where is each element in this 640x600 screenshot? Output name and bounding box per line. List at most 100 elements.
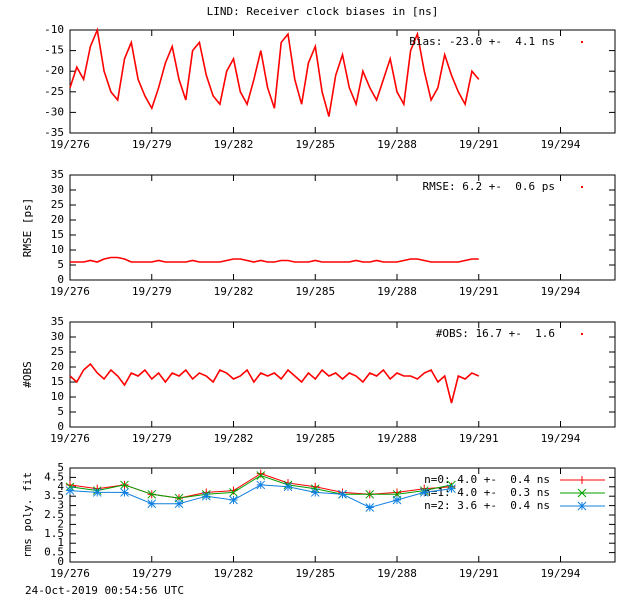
x-tick-label: 19/291 (459, 432, 499, 445)
y-tick-label: -10 (44, 23, 64, 36)
x-tick-label: 19/276 (50, 138, 90, 151)
y-tick-label: 25 (51, 198, 64, 211)
point-marker (229, 495, 238, 505)
y-tick-label: 30 (51, 183, 64, 196)
y-axis-label: rms poly. fit (21, 472, 34, 558)
y-tick-label: 10 (51, 390, 64, 403)
point-marker (578, 476, 586, 484)
legend-swatch (581, 333, 583, 335)
y-tick-label: 35 (51, 315, 64, 328)
x-tick-label: 19/288 (377, 138, 417, 151)
x-tick-label: 19/276 (50, 285, 90, 298)
point-marker (147, 499, 157, 509)
point-marker (577, 501, 587, 511)
x-tick-label: 19/279 (132, 138, 172, 151)
point-marker (92, 488, 102, 497)
y-tick-label: -25 (44, 85, 64, 98)
y-tick-label: 10 (51, 243, 64, 256)
point-marker (147, 489, 157, 499)
x-tick-label: 19/282 (214, 567, 254, 580)
x-tick-label: 19/285 (295, 432, 335, 445)
x-tick-label: 19/282 (214, 285, 254, 298)
point-marker (256, 471, 266, 480)
x-tick-label: 19/279 (132, 567, 172, 580)
series-line (69, 362, 480, 404)
x-tick-label: 19/285 (295, 138, 335, 151)
y-tick-label: -20 (44, 64, 64, 77)
point-marker (65, 486, 75, 495)
point-marker (174, 499, 184, 509)
x-tick-label: 19/294 (541, 567, 581, 580)
y-tick-label: 0 (57, 420, 64, 433)
y-tick-label: 1.5 (44, 527, 64, 540)
plot-frame (69, 29, 616, 134)
point-marker (338, 489, 347, 499)
footer: 24-Oct-2019 00:54:56 UTC (25, 584, 184, 597)
y-tick-label: 3 (57, 499, 64, 512)
y-tick-label: 4 (57, 480, 64, 493)
x-tick-label: 19/282 (214, 138, 254, 151)
legend-label: #OBS: 16.7 +- 1.6 (436, 327, 555, 340)
x-tick-label: 19/288 (377, 432, 417, 445)
y-axis-label: RMSE [ps] (21, 198, 34, 258)
point-marker (365, 489, 375, 499)
x-tick-label: 19/291 (459, 567, 499, 580)
y-tick-label: 0.5 (44, 546, 64, 559)
point-marker (365, 503, 375, 512)
x-tick-label: 19/291 (459, 138, 499, 151)
point-marker (229, 488, 238, 497)
y-tick-label: 15 (51, 375, 64, 388)
point-marker (392, 495, 402, 505)
y-tick-label: -30 (44, 105, 64, 118)
y-tick-label: -15 (44, 44, 64, 57)
x-tick-label: 19/276 (50, 432, 90, 445)
x-tick-label: 19/294 (541, 432, 581, 445)
point-marker (447, 484, 456, 494)
plot-frame (69, 321, 616, 428)
point-marker (310, 488, 320, 497)
point-marker (577, 488, 587, 498)
point-marker (120, 480, 129, 490)
x-tick-label: 19/285 (295, 567, 335, 580)
point-marker (419, 488, 429, 497)
y-tick-label: 0 (57, 555, 64, 568)
y-tick-label: -35 (44, 126, 64, 139)
y-tick-label: 0 (57, 273, 64, 286)
y-tick-label: 20 (51, 213, 64, 226)
point-marker (256, 480, 266, 490)
y-tick-label: 1 (57, 536, 64, 549)
y-tick-label: 30 (51, 330, 64, 343)
x-tick-label: 19/294 (541, 285, 581, 298)
legend-label: n=0: 4.0 +- 0.4 ns (424, 473, 550, 486)
y-tick-label: 5 (57, 461, 64, 474)
x-tick-label: 19/276 (50, 567, 90, 580)
x-tick-label: 19/288 (377, 567, 417, 580)
chart-title: LIND: Receiver clock biases in [ns] (207, 5, 439, 18)
series-line (69, 27, 480, 117)
y-axis-label: #OBS (21, 361, 34, 388)
y-tick-label: 35 (51, 168, 64, 181)
y-tick-label: 5 (57, 258, 64, 271)
y-tick-label: 5 (57, 405, 64, 418)
point-marker (256, 469, 265, 478)
legend-swatch (581, 41, 583, 43)
x-tick-label: 19/279 (132, 285, 172, 298)
y-tick-label: 4.5 (44, 470, 64, 483)
x-tick-label: 19/291 (459, 285, 499, 298)
plot-frame (69, 174, 616, 281)
y-tick-label: 20 (51, 360, 64, 373)
x-tick-label: 19/282 (214, 432, 254, 445)
y-tick-label: 15 (51, 228, 64, 241)
x-tick-label: 19/279 (132, 432, 172, 445)
legend-label: n=2: 3.6 +- 0.4 ns (424, 499, 550, 512)
legend-label: Bias: -23.0 +- 4.1 ns (409, 35, 555, 48)
y-tick-label: 2 (57, 517, 64, 530)
legend-label: RMSE: 6.2 +- 0.6 ps (423, 180, 555, 193)
point-marker (283, 482, 293, 492)
point-marker (120, 488, 129, 497)
legend-swatch (581, 186, 583, 188)
x-tick-label: 19/294 (541, 138, 581, 151)
x-tick-label: 19/288 (377, 285, 417, 298)
y-tick-label: 3.5 (44, 489, 64, 502)
